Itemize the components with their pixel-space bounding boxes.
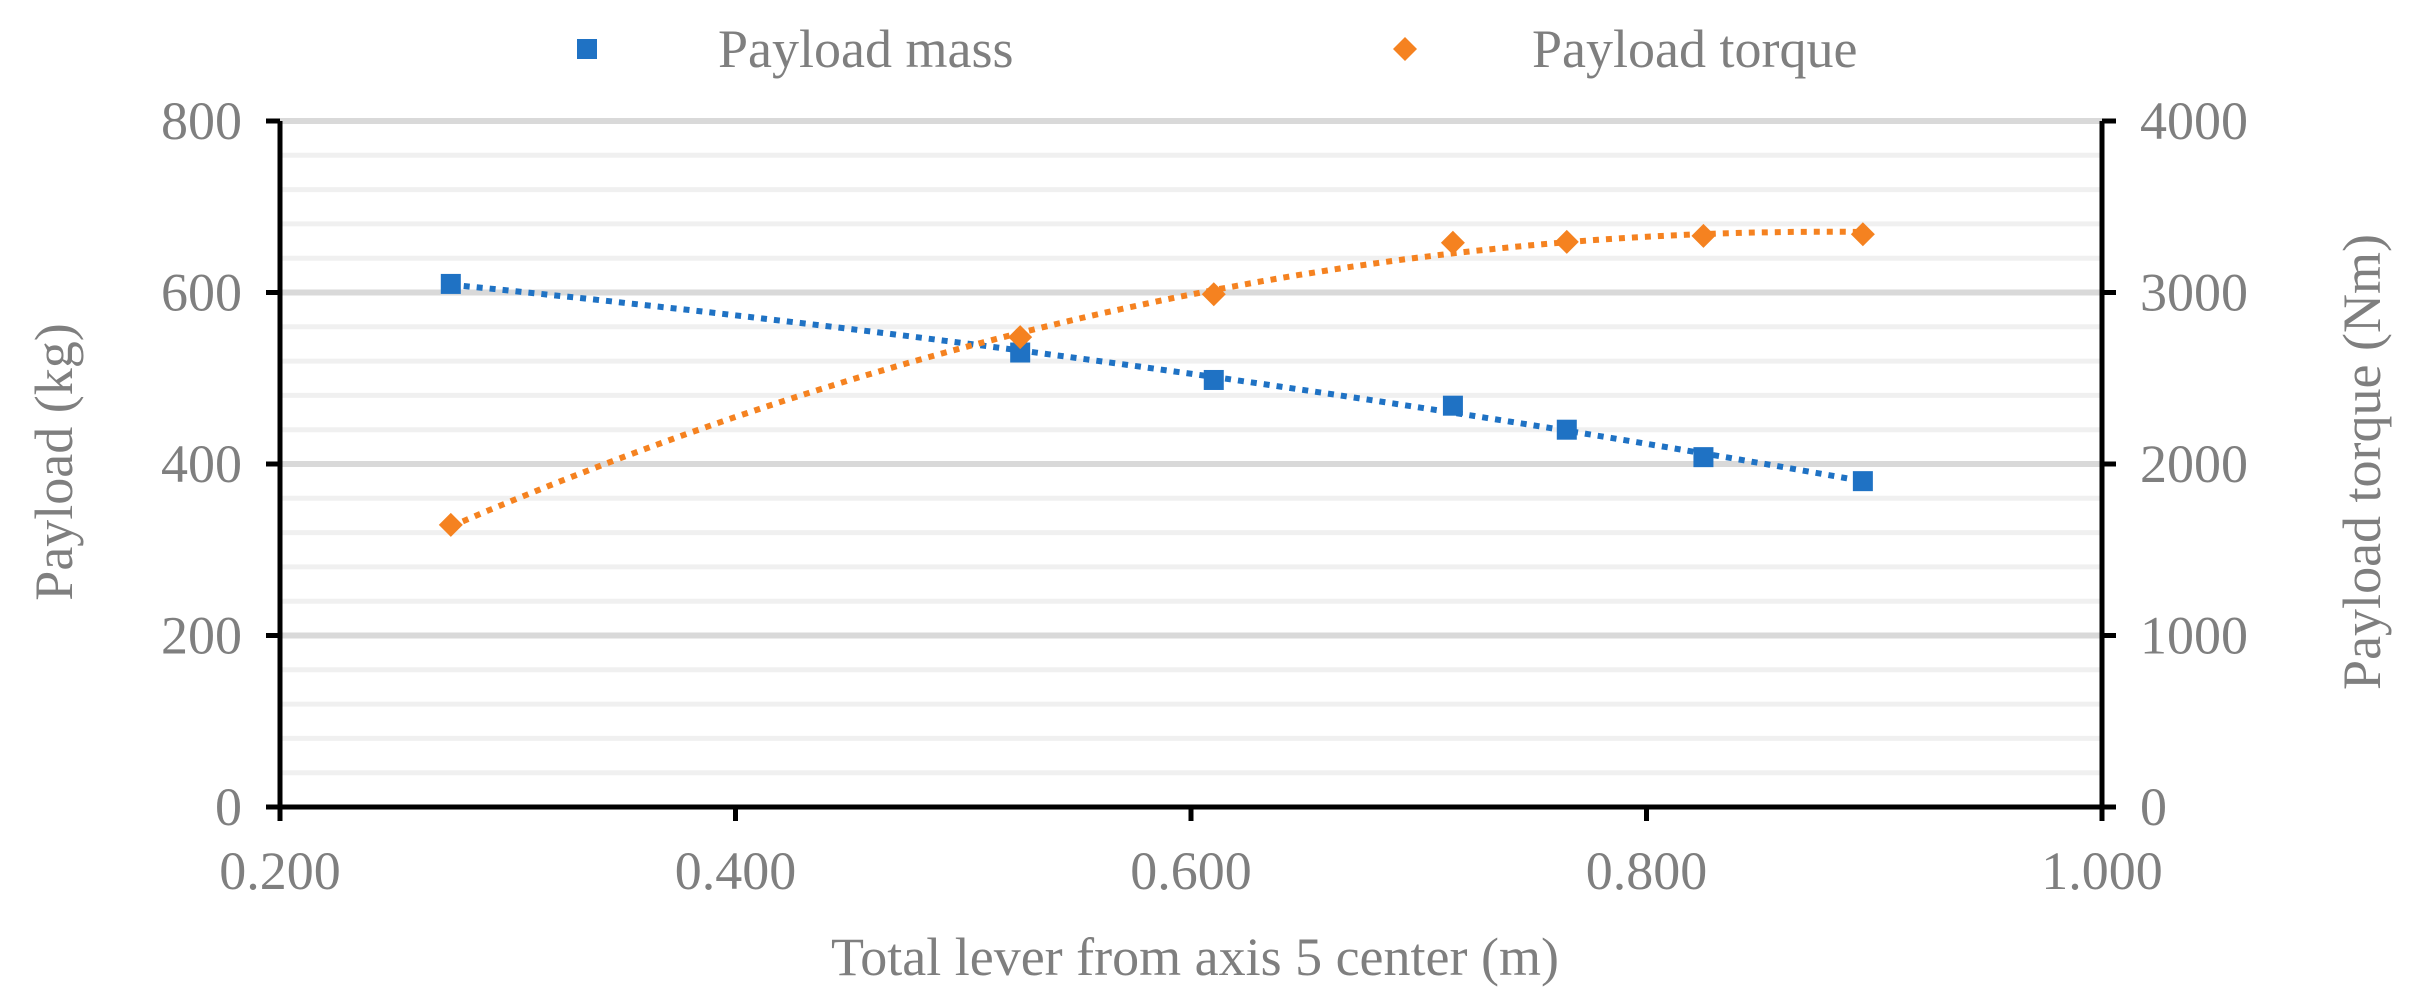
data-point-payload-torque: [1201, 282, 1226, 307]
data-markers: [438, 222, 1875, 537]
y2-tick-label: 4000: [2140, 91, 2248, 151]
y2-tick-label: 2000: [2140, 434, 2248, 494]
legend-marker-payload-mass: [577, 39, 597, 59]
trendline-payload-mass: [450, 281, 1864, 485]
x-tick-label: 0.200: [219, 841, 341, 901]
data-point-payload-mass: [1556, 419, 1577, 440]
legend-marker-payload-torque: [1393, 37, 1417, 61]
x-tick-label: 0.800: [1586, 841, 1708, 901]
legend-label-payload-mass: Payload mass: [718, 19, 1013, 79]
y-tick-label: 600: [161, 263, 242, 323]
x-tick-label: 0.600: [1130, 841, 1252, 901]
data-point-payload-torque: [1691, 223, 1716, 248]
trendlines: [449, 228, 1864, 530]
y-tick-label: 800: [161, 91, 242, 151]
y-axis-tick-labels: 0 200 400 600 800: [161, 91, 242, 837]
data-point-payload-mass: [440, 273, 461, 294]
y2-axis-title: Payload torque (Nm): [2332, 234, 2392, 690]
legend-label-payload-torque: Payload torque: [1532, 19, 1857, 79]
x-axis-title: Total lever from axis 5 center (m): [831, 927, 1559, 987]
y-tick-label: 400: [161, 434, 242, 494]
data-point-payload-torque: [1850, 222, 1875, 247]
data-point-payload-mass: [1203, 369, 1224, 390]
axes: [266, 118, 2116, 821]
data-point-payload-mass: [1852, 471, 1873, 492]
y2-axis-tick-labels: 0 1000 2000 3000 4000: [2140, 91, 2248, 837]
y-tick-label: 200: [161, 606, 242, 666]
data-point-payload-torque: [1008, 325, 1033, 350]
x-tick-label: 1.000: [2041, 841, 2163, 901]
y2-tick-label: 3000: [2140, 263, 2248, 323]
trendline-payload-torque: [449, 228, 1863, 530]
x-axis-tick-labels: 0.200 0.400 0.600 0.800 1.000: [219, 841, 2163, 901]
data-point-payload-torque: [1440, 230, 1465, 255]
legend: Payload mass Payload torque: [577, 19, 1857, 79]
data-point-payload-torque: [1554, 229, 1579, 254]
y2-tick-label: 1000: [2140, 606, 2248, 666]
data-point-payload-mass: [1010, 342, 1031, 363]
gridlines: [280, 118, 2102, 776]
data-point-payload-mass: [1693, 447, 1714, 468]
y2-tick-label: 0: [2140, 777, 2167, 837]
data-point-payload-mass: [1442, 395, 1463, 416]
x-tick-label: 0.400: [675, 841, 797, 901]
y-tick-label: 0: [215, 777, 242, 837]
data-point-payload-torque: [438, 512, 463, 537]
y-axis-title: Payload (kg): [24, 323, 84, 600]
